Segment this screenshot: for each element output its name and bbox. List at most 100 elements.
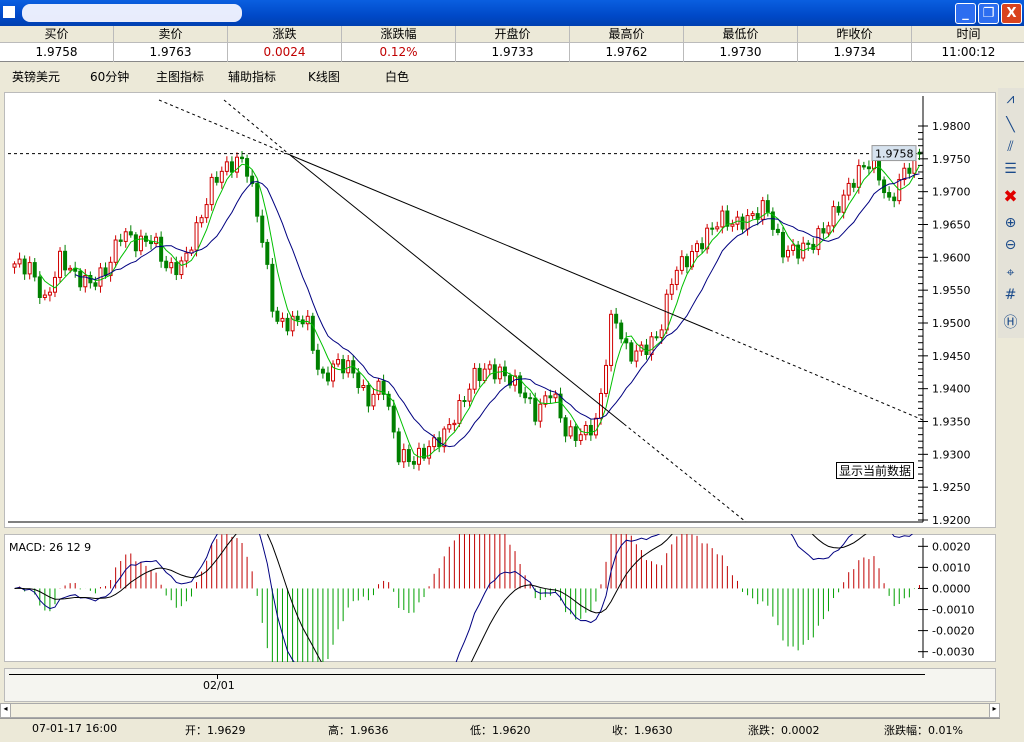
delete-icon[interactable]: ✖ xyxy=(1003,187,1018,207)
candle-body xyxy=(614,313,619,324)
candle-body xyxy=(528,397,533,400)
status-time: 07-01-17 16:00 xyxy=(32,722,118,735)
candle-body xyxy=(892,196,897,202)
candle-body xyxy=(164,260,169,269)
quote-header: 最低价 xyxy=(684,26,797,43)
close-button[interactable]: X xyxy=(1001,3,1022,24)
y-tick-label: 1.9800 xyxy=(932,120,971,133)
minimize-button[interactable]: _ xyxy=(955,3,976,24)
trend-line-icon[interactable]: ╲ xyxy=(1006,117,1015,133)
candle-body xyxy=(255,183,260,217)
parallel-line-icon[interactable]: ⫽ xyxy=(1007,139,1014,155)
candle-body xyxy=(477,367,482,381)
y-tick-label: 1.9350 xyxy=(932,416,971,429)
candle-body xyxy=(275,310,280,322)
quote-value: 0.12% xyxy=(379,45,418,59)
candle-body xyxy=(786,249,791,258)
zoom-out-icon[interactable]: ⊖ xyxy=(1004,237,1017,253)
horizontal-scrollbar[interactable]: ◂ ▸ xyxy=(0,703,1000,718)
candle-body xyxy=(78,270,83,288)
candle-body xyxy=(507,375,512,386)
menu-period[interactable]: 60分钟 xyxy=(90,70,130,84)
quote-header: 涨跌 xyxy=(228,26,341,43)
trend-line-extension xyxy=(709,329,924,421)
candle-body xyxy=(538,403,543,422)
candle-body xyxy=(442,428,447,448)
zoom-in-icon[interactable]: ⊕ xyxy=(1004,215,1017,231)
quote-col-1: 卖价 1.9763 xyxy=(114,26,228,62)
candle-body xyxy=(452,422,457,426)
candle-body xyxy=(305,315,310,325)
crosshair-icon[interactable]: ⌖ xyxy=(1006,265,1015,281)
candle-body xyxy=(740,216,745,230)
macd-chart[interactable]: 0.0020 0.0010 0.0000 -0.0010 -0.0020 -0.0030 xyxy=(4,534,996,662)
status-low: 低：1.9620 xyxy=(470,724,531,737)
candle-body xyxy=(457,400,462,424)
candle-body xyxy=(861,165,866,168)
quote-value: 1.9763 xyxy=(149,45,192,59)
candle-body xyxy=(396,431,401,463)
drawing-toolbar: ⩘ ╲ ⫽ ☰ ✖ ⊕ ⊖ ⌖ # Ⓗ xyxy=(998,88,1024,338)
candle-body xyxy=(406,449,411,463)
candle-body xyxy=(826,225,831,234)
macd-panel[interactable]: MACD: 26 12 9 0.0020 0.0010 0.0000 -0.0010 -… xyxy=(4,534,996,662)
candle-body xyxy=(174,262,179,276)
candle-body xyxy=(219,170,224,183)
quote-header: 买价 xyxy=(0,26,113,43)
candle-body xyxy=(240,156,245,160)
candle-body xyxy=(341,359,346,374)
candle-body xyxy=(695,243,700,253)
candle-body xyxy=(462,400,467,403)
candle-body xyxy=(250,175,255,185)
menu-chart-type[interactable]: K线图 xyxy=(308,70,340,84)
candle-body xyxy=(831,206,836,227)
hl-icon[interactable]: Ⓗ xyxy=(1003,315,1018,331)
y-tick-label: 1.9600 xyxy=(932,251,971,264)
candle-body xyxy=(58,250,63,278)
y-tick-label: 1.9650 xyxy=(932,219,971,232)
restore-button[interactable]: ❐ xyxy=(978,3,999,24)
ma-fast-line xyxy=(39,163,920,458)
quote-header: 时间 xyxy=(912,26,1024,43)
macd-y-tick-label: 0.0000 xyxy=(932,582,971,595)
candle-body xyxy=(659,329,664,338)
candle-body xyxy=(568,426,573,437)
candle-body xyxy=(609,313,614,366)
candle-body xyxy=(376,380,381,395)
candle-body xyxy=(775,228,780,233)
trend-line-extension xyxy=(623,423,747,523)
menu-color[interactable]: 白色 xyxy=(385,70,410,84)
ma-slow-line xyxy=(74,173,920,448)
candle-body xyxy=(169,262,174,269)
scroll-left-arrow[interactable]: ◂ xyxy=(1,704,11,717)
candle-body xyxy=(806,242,811,245)
macd-y-tick-label: -0.0020 xyxy=(932,625,974,638)
date-label: 02/01 xyxy=(203,679,235,692)
candle-body xyxy=(83,275,88,288)
grid-icon[interactable]: # xyxy=(1004,287,1017,303)
candle-body xyxy=(331,363,336,382)
menu-sub-indicator[interactable]: 辅助指标 xyxy=(228,70,277,84)
candle-body xyxy=(543,395,548,405)
quote-header: 卖价 xyxy=(114,26,227,43)
candle-body xyxy=(518,375,523,394)
menu-symbol[interactable]: 英镑美元 xyxy=(12,70,61,84)
candle-body xyxy=(224,161,229,172)
time-axis-tick xyxy=(217,674,218,679)
scroll-right-arrow[interactable]: ▸ xyxy=(989,704,999,717)
main-chart-panel[interactable]: 1.9800 1.9750 1.9700 1.9650 1.9600 1.9550 1.95… xyxy=(4,92,996,528)
candle-body xyxy=(42,294,47,298)
line-chart-icon[interactable]: ⩘ xyxy=(1006,91,1015,107)
horizontal-line-icon[interactable]: ☰ xyxy=(1004,161,1017,177)
candle-body xyxy=(336,359,341,365)
candle-body xyxy=(310,315,315,351)
macd-dif-line xyxy=(14,534,914,662)
candle-body xyxy=(209,176,214,206)
time-axis: 02/01 xyxy=(4,668,996,702)
candle-body xyxy=(27,262,32,275)
quote-value: 1.9730 xyxy=(719,45,762,59)
candlestick-chart[interactable]: 1.9800 1.9750 1.9700 1.9650 1.9600 1.9550 1.95… xyxy=(4,92,996,528)
candle-body xyxy=(159,236,164,262)
menu-main-indicator[interactable]: 主图指标 xyxy=(156,70,205,84)
candle-body xyxy=(133,234,138,252)
